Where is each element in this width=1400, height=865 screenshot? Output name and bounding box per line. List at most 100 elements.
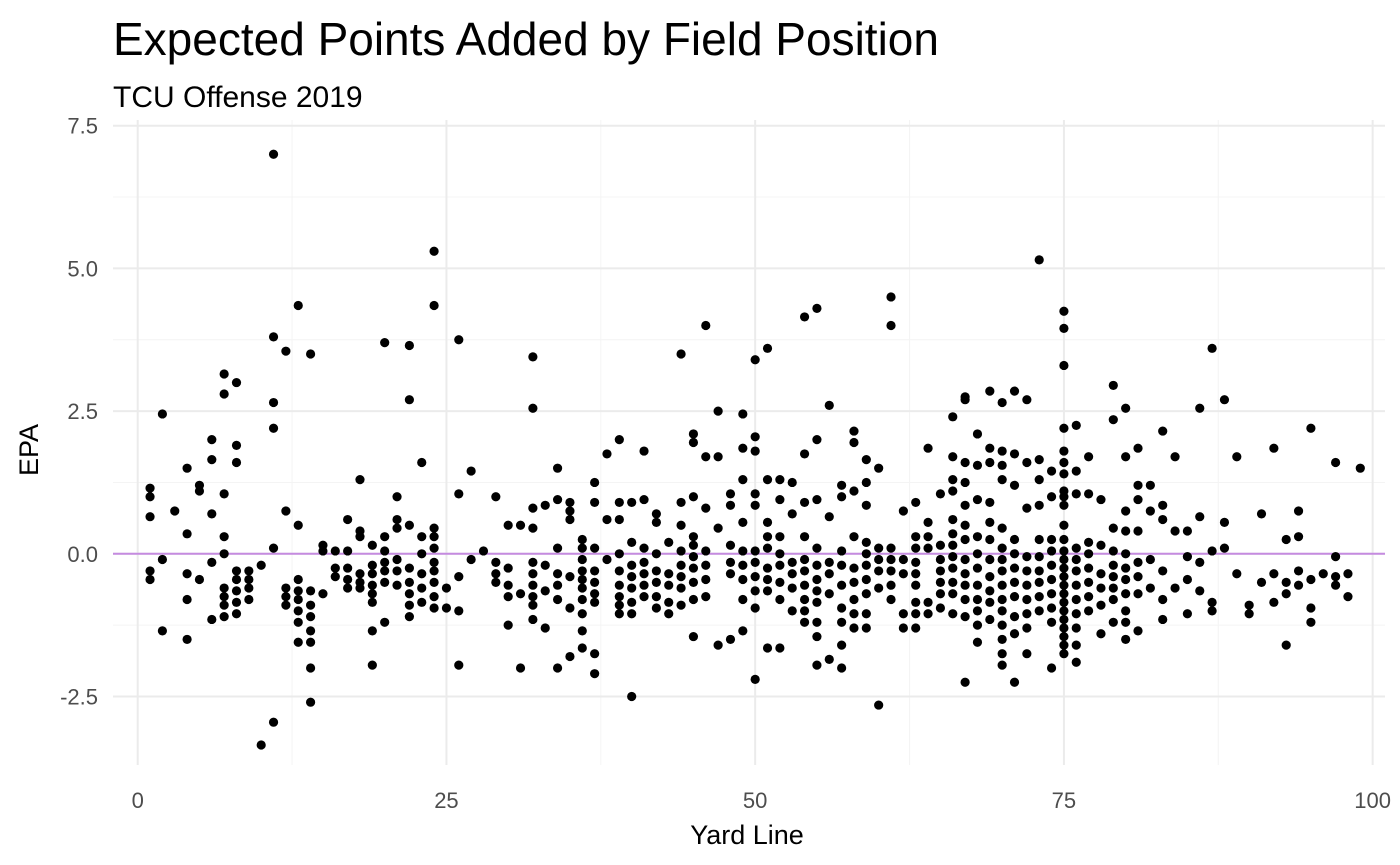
data-point	[1108, 415, 1118, 425]
data-point	[676, 600, 686, 610]
data-point	[1059, 469, 1069, 479]
data-point	[614, 549, 624, 559]
data-point	[1034, 534, 1044, 545]
data-point	[1158, 500, 1168, 510]
data-point	[1071, 554, 1081, 565]
data-point	[404, 600, 414, 610]
data-point	[898, 569, 908, 579]
data-point	[1034, 577, 1044, 587]
data-point	[1108, 380, 1118, 391]
data-point	[1059, 640, 1069, 650]
data-point	[688, 492, 699, 502]
data-point	[725, 489, 736, 499]
data-point	[972, 594, 983, 605]
data-point	[1059, 546, 1069, 556]
data-point	[565, 651, 575, 662]
data-point	[1009, 577, 1020, 587]
data-point	[861, 500, 871, 510]
data-point	[503, 520, 513, 530]
data-point	[738, 409, 748, 419]
data-point	[775, 577, 785, 587]
data-point	[293, 606, 303, 616]
data-point	[1145, 480, 1155, 490]
data-point	[1158, 426, 1168, 436]
data-point	[911, 623, 921, 633]
data-point	[1133, 589, 1143, 599]
x-tick-label: 100	[1354, 788, 1391, 813]
data-point	[750, 432, 760, 442]
data-point	[651, 577, 661, 587]
data-point	[960, 554, 970, 565]
data-point	[268, 543, 279, 553]
data-point	[985, 586, 995, 596]
data-point	[182, 463, 192, 473]
data-point	[948, 563, 958, 573]
data-point	[997, 543, 1007, 553]
data-point	[305, 586, 316, 596]
data-point	[1071, 609, 1081, 619]
data-point	[1071, 420, 1081, 430]
data-point	[478, 546, 489, 556]
data-point	[1195, 403, 1205, 413]
data-point	[701, 452, 711, 462]
data-point	[688, 631, 699, 642]
data-point	[305, 697, 316, 707]
data-point	[244, 594, 254, 605]
data-point	[676, 546, 686, 556]
data-point	[688, 563, 699, 573]
data-point	[1096, 540, 1106, 550]
data-point	[750, 546, 760, 556]
data-point	[367, 560, 377, 570]
data-point	[528, 352, 538, 362]
data-point	[948, 452, 958, 462]
data-point	[997, 649, 1007, 659]
data-point	[676, 349, 686, 359]
data-point	[1331, 572, 1341, 582]
data-point	[1232, 569, 1242, 579]
data-point	[1145, 583, 1155, 593]
data-point	[1158, 514, 1168, 525]
data-point	[997, 634, 1007, 645]
data-point	[701, 503, 711, 513]
data-point	[404, 589, 414, 599]
data-point	[676, 572, 686, 582]
data-point	[1121, 617, 1131, 627]
data-point	[886, 292, 896, 302]
data-point	[985, 457, 995, 468]
data-point	[219, 489, 229, 499]
data-point	[775, 643, 785, 653]
data-point	[874, 463, 884, 473]
data-point	[231, 597, 242, 607]
data-point	[552, 569, 563, 579]
data-point	[540, 560, 550, 570]
data-point	[268, 332, 279, 342]
data-point	[343, 574, 353, 585]
data-point	[725, 540, 736, 550]
data-point	[1096, 494, 1106, 505]
data-point	[1281, 589, 1291, 599]
data-point	[552, 463, 563, 473]
data-point	[1269, 569, 1279, 579]
data-point	[713, 523, 723, 533]
data-point	[392, 554, 402, 565]
data-point	[985, 534, 995, 545]
data-point	[713, 406, 723, 416]
data-point	[367, 589, 377, 599]
data-point	[1293, 566, 1304, 576]
data-point	[985, 443, 995, 453]
data-point	[812, 574, 822, 585]
data-point	[602, 514, 612, 525]
data-point	[861, 549, 871, 559]
data-point	[1244, 600, 1254, 610]
data-point	[614, 600, 624, 610]
data-point	[824, 569, 834, 579]
data-point	[1306, 423, 1316, 433]
data-point	[577, 566, 587, 576]
data-point	[404, 563, 414, 573]
data-point	[1293, 532, 1304, 542]
data-point	[182, 569, 192, 579]
data-point	[293, 574, 303, 585]
data-point	[194, 486, 205, 496]
data-point	[1108, 523, 1118, 533]
data-point	[1046, 560, 1057, 570]
